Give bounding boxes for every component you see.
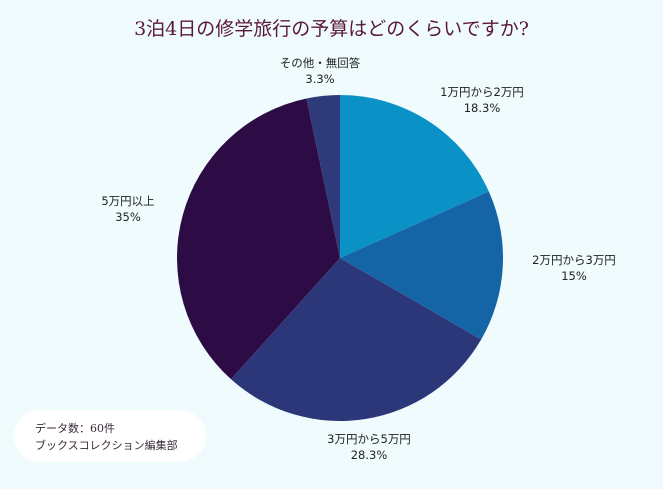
slice-label-3: 5万円以上 35% <box>101 194 155 224</box>
slice-label-4: その他・無回答 3.3% <box>279 56 361 86</box>
slice-label-1: 2万円から3万円 15% <box>532 253 616 283</box>
pie-slice-0 <box>340 95 489 258</box>
chart-title: 3泊4日の修学旅行の予算はどのくらいですか? <box>134 18 529 40</box>
data-note: データ数：60件 ブックスコレクション編集部 <box>14 410 206 462</box>
slice-label-2: 3万円から5万円 28.3% <box>327 432 411 462</box>
note-source: ブックスコレクション編集部 <box>35 439 178 452</box>
pie-slice-4 <box>306 95 340 258</box>
pie-slice-1 <box>340 191 503 340</box>
pie-slice-3 <box>176 98 340 380</box>
slice-label-0: 1万円から2万円 18.3% <box>440 85 524 115</box>
pie-slice-2 <box>230 258 482 421</box>
note-count: データ数：60件 <box>35 422 115 435</box>
